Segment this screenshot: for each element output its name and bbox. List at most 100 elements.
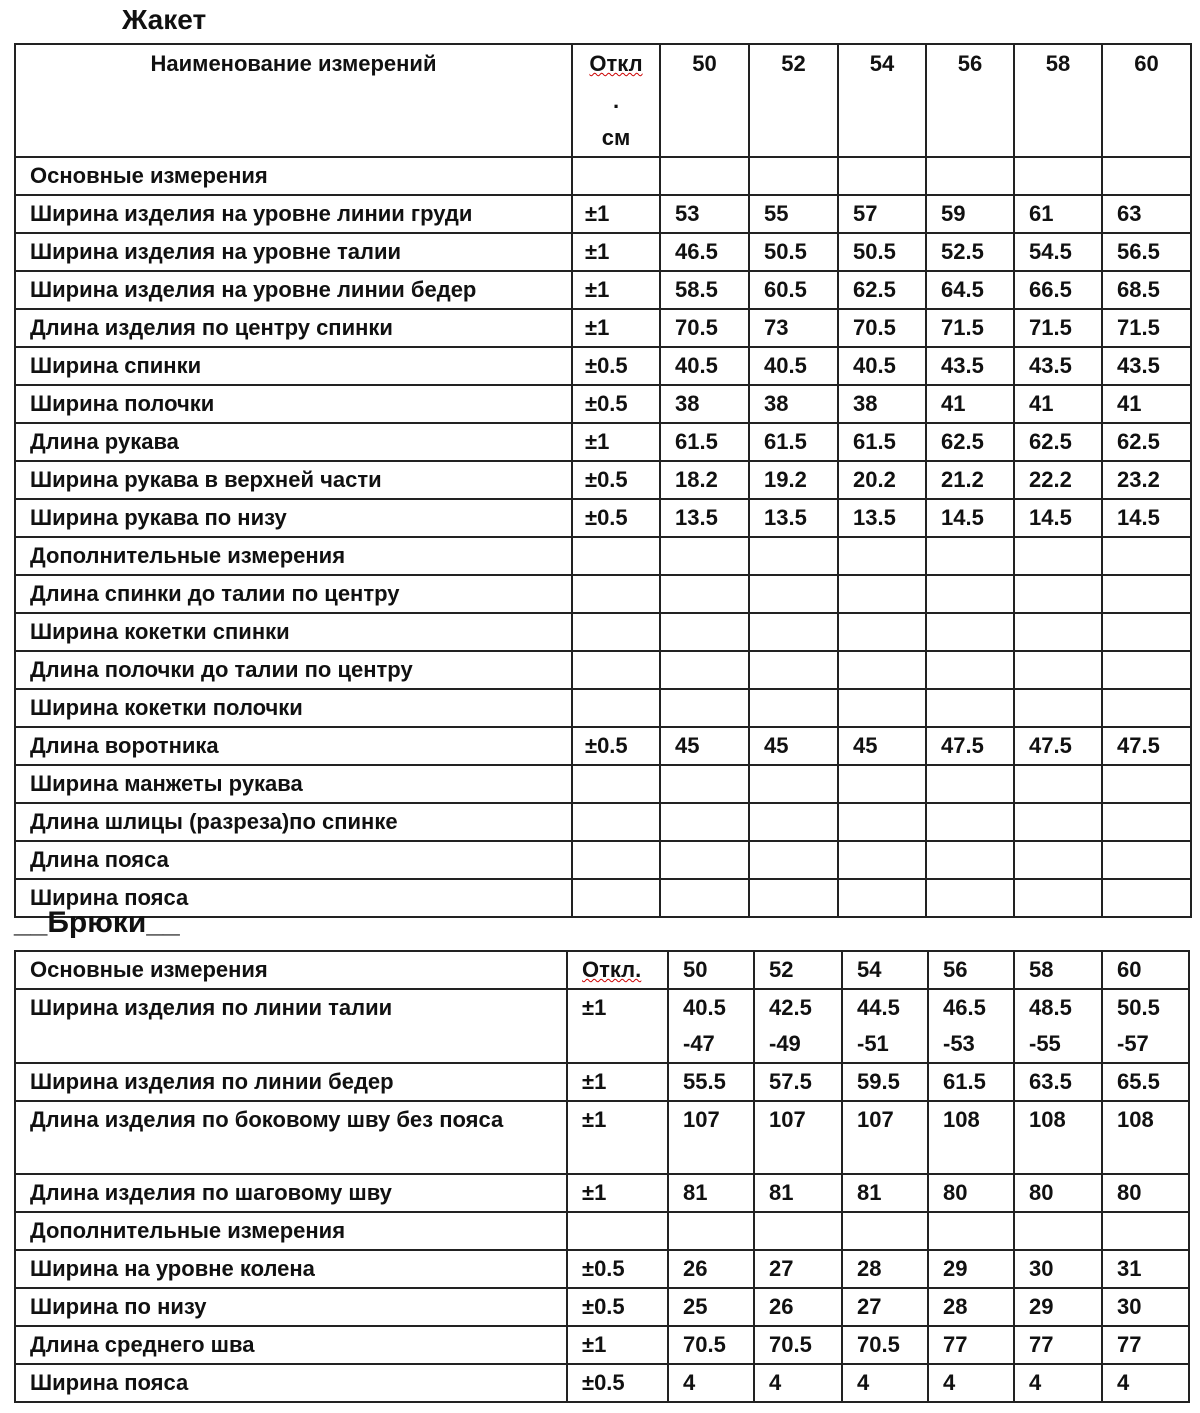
- size-value-cell: 40.5: [659, 346, 750, 386]
- table-row: Длина воротника ±0.5 45 45 45 47.5 47.5 47.5: [14, 726, 1192, 766]
- size-value-cell: 50.5: [837, 232, 927, 272]
- size-value-cell: 44.5 -51: [841, 988, 929, 1064]
- size-value-cell: [841, 1211, 929, 1251]
- size-value-cell: 81: [667, 1173, 755, 1213]
- size-value-cell: 14.5: [1013, 498, 1103, 538]
- size-value-cell: [748, 574, 839, 614]
- size-value-cell: 66.5: [1013, 270, 1103, 310]
- size-value-cell: [659, 574, 750, 614]
- tolerance-cell: [571, 156, 661, 196]
- measurement-name: Ширина спинки: [14, 346, 573, 386]
- tolerance-cell: ±1: [571, 308, 661, 348]
- size-value-cell: [748, 764, 839, 804]
- size-value-cell: [659, 536, 750, 576]
- tolerance-unit: см: [601, 125, 631, 150]
- measurement-name: Ширина кокетки спинки: [14, 612, 573, 652]
- measurement-name: Длина изделия по центру спинки: [14, 308, 573, 348]
- header-size: 58: [1013, 950, 1103, 990]
- size-value-cell: [748, 650, 839, 690]
- size-value-cell: 4: [1101, 1363, 1190, 1403]
- size-value-cell: 38: [837, 384, 927, 424]
- size-value-cell: 70.5: [659, 308, 750, 348]
- size-value-cell: 47.5: [1013, 726, 1103, 766]
- size-value-cell: [837, 574, 927, 614]
- table-row: Длина полочки до талии по центру: [14, 650, 1192, 690]
- size-value-cell: [1101, 878, 1192, 918]
- size-value-cell: 68.5: [1101, 270, 1192, 310]
- header-measurement-name: Основные измерения: [14, 950, 568, 990]
- table-row: Ширина пояса ±0.5 4 4 4 4 4 4: [14, 1363, 1190, 1403]
- size-value-cell: [837, 612, 927, 652]
- size-value-cell: 108: [1013, 1100, 1103, 1175]
- size-value-cell: [659, 650, 750, 690]
- trousers-header-row: Основные измерения Откл. 50 52 54 56 58 …: [14, 950, 1190, 990]
- tolerance-cell: ±0.5: [566, 1249, 669, 1289]
- measurement-name: Дополнительные измерения: [14, 1211, 568, 1251]
- header-size: 50: [659, 43, 750, 158]
- size-value-cell: 59.5: [841, 1062, 929, 1102]
- size-value-cell: 62.5: [837, 270, 927, 310]
- size-value-cell: [925, 612, 1015, 652]
- measurement-name: Длина рукава: [14, 422, 573, 462]
- size-value-cell: 54.5: [1013, 232, 1103, 272]
- table-row: Ширина рукава в верхней части ±0.5 18.2 19.…: [14, 460, 1192, 500]
- size-value-cell: [1013, 688, 1103, 728]
- size-value-cell: 56.5: [1101, 232, 1192, 272]
- size-value-cell: 55.5: [667, 1062, 755, 1102]
- size-value-cell: 62.5: [1101, 422, 1192, 462]
- measurement-name: Ширина на уровне колена: [14, 1249, 568, 1289]
- measurement-name: Длина шлицы (разреза)по спинке: [14, 802, 573, 842]
- measurement-name: Длина среднего шва: [14, 1325, 568, 1365]
- table-row: Ширина кокетки спинки: [14, 612, 1192, 652]
- size-value-cell: 13.5: [659, 498, 750, 538]
- table-row: Ширина изделия на уровне линии бедер ±1 58…: [14, 270, 1192, 310]
- size-value-cell: 45: [748, 726, 839, 766]
- size-value-cell: 50.5: [748, 232, 839, 272]
- size-value-cell: 77: [1013, 1325, 1103, 1365]
- table-row: Ширина изделия на уровне талии ±1 46.5 50.5…: [14, 232, 1192, 272]
- table-row: Ширина полочки ±0.5 38 38 38 41 41 41: [14, 384, 1192, 424]
- measurement-name: Ширина изделия по линии бедер: [14, 1062, 568, 1102]
- table-row: Ширина манжеты рукава: [14, 764, 1192, 804]
- tolerance-cell: [571, 574, 661, 614]
- size-value-cell: [925, 688, 1015, 728]
- size-value-cell: [925, 574, 1015, 614]
- size-value-cell: 48.5 -55: [1013, 988, 1103, 1064]
- tolerance-cell: ±0.5: [571, 384, 661, 424]
- size-value-cell: 40.5 -47: [667, 988, 755, 1064]
- size-value-cell: 30: [1013, 1249, 1103, 1289]
- table-row: Длина изделия по центру спинки ±1 70.5 73 70…: [14, 308, 1192, 348]
- size-value-cell: [1101, 650, 1192, 690]
- size-value-cell: [748, 688, 839, 728]
- size-value-cell: 25: [667, 1287, 755, 1327]
- measurement-name: Ширина изделия на уровне талии: [14, 232, 573, 272]
- size-value-cell: 31: [1101, 1249, 1190, 1289]
- header-measurement-name: Наименование измерений: [14, 43, 573, 158]
- size-value-cell: [1101, 688, 1192, 728]
- size-value-cell: [925, 878, 1015, 918]
- size-value-cell: [659, 764, 750, 804]
- tolerance-cell: ±0.5: [566, 1287, 669, 1327]
- trousers-size-table: Основные измерения Откл. 50 52 54 56 58 …: [14, 950, 1190, 1403]
- size-value-cell: 40.5: [748, 346, 839, 386]
- size-value-cell: 61.5: [837, 422, 927, 462]
- measurement-name: Ширина рукава в верхней части: [14, 460, 573, 500]
- tolerance-dot: .: [612, 88, 620, 113]
- size-value-cell: 46.5: [659, 232, 750, 272]
- header-size: 54: [837, 43, 927, 158]
- tolerance-cell: ±1: [566, 1173, 669, 1213]
- size-value-cell: 19.2: [748, 460, 839, 500]
- size-value-cell: 18.2: [659, 460, 750, 500]
- size-value-cell: [837, 764, 927, 804]
- size-value-cell: 71.5: [925, 308, 1015, 348]
- size-value-cell: 4: [1013, 1363, 1103, 1403]
- size-value-cell: 70.5: [667, 1325, 755, 1365]
- tolerance-cell: ±1: [566, 1325, 669, 1365]
- header-size: 54: [841, 950, 929, 990]
- tolerance-cell: ±1: [566, 988, 669, 1064]
- size-value-cell: [927, 1211, 1015, 1251]
- size-value-cell: 29: [927, 1249, 1015, 1289]
- size-value-cell: 70.5: [837, 308, 927, 348]
- size-value-cell: [1101, 764, 1192, 804]
- tolerance-label: Откл: [589, 51, 643, 76]
